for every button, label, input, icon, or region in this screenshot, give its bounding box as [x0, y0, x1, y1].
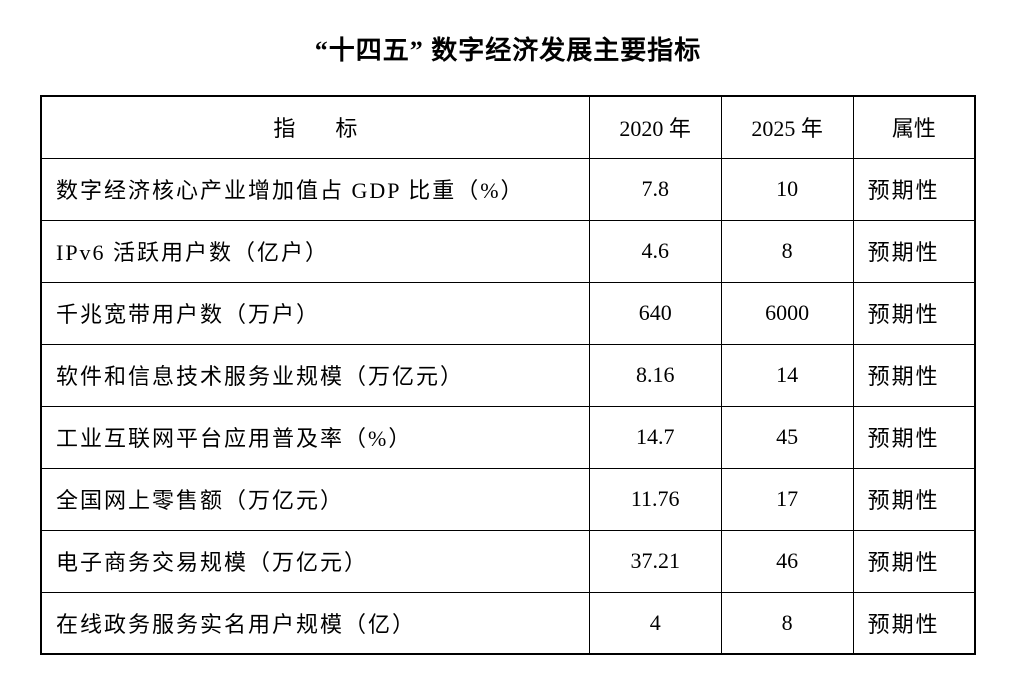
- cell-attr: 预期性: [853, 406, 975, 468]
- cell-indicator: 电子商务交易规模（万亿元）: [41, 530, 589, 592]
- cell-2020: 4.6: [589, 220, 721, 282]
- cell-2020: 37.21: [589, 530, 721, 592]
- cell-indicator: 在线政务服务实名用户规模（亿）: [41, 592, 589, 654]
- cell-indicator: IPv6 活跃用户数（亿户）: [41, 220, 589, 282]
- header-2020: 2020 年: [589, 96, 721, 158]
- cell-indicator: 全国网上零售额（万亿元）: [41, 468, 589, 530]
- cell-indicator: 数字经济核心产业增加值占 GDP 比重（%）: [41, 158, 589, 220]
- cell-attr: 预期性: [853, 282, 975, 344]
- header-2025: 2025 年: [721, 96, 853, 158]
- table-row: 千兆宽带用户数（万户） 640 6000 预期性: [41, 282, 975, 344]
- cell-2025: 46: [721, 530, 853, 592]
- cell-2025: 8: [721, 592, 853, 654]
- cell-attr: 预期性: [853, 592, 975, 654]
- page-title: “十四五” 数字经济发展主要指标: [40, 30, 976, 67]
- cell-2020: 14.7: [589, 406, 721, 468]
- table-row: 全国网上零售额（万亿元） 11.76 17 预期性: [41, 468, 975, 530]
- cell-2020: 11.76: [589, 468, 721, 530]
- cell-attr: 预期性: [853, 468, 975, 530]
- cell-attr: 预期性: [853, 530, 975, 592]
- header-indicator: 指标: [41, 96, 589, 158]
- header-attr: 属性: [853, 96, 975, 158]
- cell-2020: 4: [589, 592, 721, 654]
- table-row: 在线政务服务实名用户规模（亿） 4 8 预期性: [41, 592, 975, 654]
- cell-attr: 预期性: [853, 220, 975, 282]
- cell-2025: 6000: [721, 282, 853, 344]
- cell-2020: 8.16: [589, 344, 721, 406]
- table-header-row: 指标 2020 年 2025 年 属性: [41, 96, 975, 158]
- cell-attr: 预期性: [853, 344, 975, 406]
- cell-attr: 预期性: [853, 158, 975, 220]
- cell-indicator: 软件和信息技术服务业规模（万亿元）: [41, 344, 589, 406]
- table-row: 工业互联网平台应用普及率（%） 14.7 45 预期性: [41, 406, 975, 468]
- table-row: 软件和信息技术服务业规模（万亿元） 8.16 14 预期性: [41, 344, 975, 406]
- cell-2025: 14: [721, 344, 853, 406]
- table-row: 数字经济核心产业增加值占 GDP 比重（%） 7.8 10 预期性: [41, 158, 975, 220]
- cell-indicator: 工业互联网平台应用普及率（%）: [41, 406, 589, 468]
- cell-2025: 45: [721, 406, 853, 468]
- cell-2020: 7.8: [589, 158, 721, 220]
- cell-2025: 17: [721, 468, 853, 530]
- table-row: 电子商务交易规模（万亿元） 37.21 46 预期性: [41, 530, 975, 592]
- cell-2025: 8: [721, 220, 853, 282]
- cell-2020: 640: [589, 282, 721, 344]
- indicators-table: 指标 2020 年 2025 年 属性 数字经济核心产业增加值占 GDP 比重（…: [40, 95, 976, 655]
- table-row: IPv6 活跃用户数（亿户） 4.6 8 预期性: [41, 220, 975, 282]
- cell-2025: 10: [721, 158, 853, 220]
- cell-indicator: 千兆宽带用户数（万户）: [41, 282, 589, 344]
